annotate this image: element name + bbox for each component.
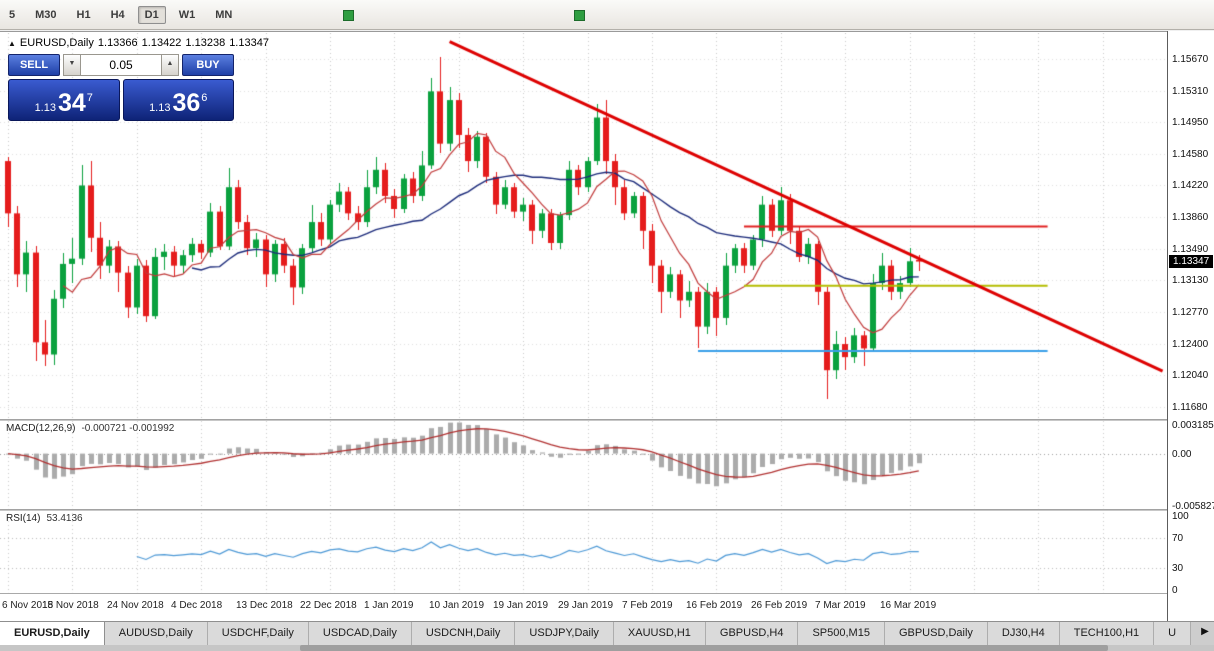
panel-separator [0,593,1214,594]
toolbar-green-icon[interactable] [343,10,354,21]
price-axis-label: 1.15310 [1172,85,1209,97]
sell-button[interactable]: SELL [8,54,60,76]
timeframe-button-W1[interactable]: W1 [178,8,196,21]
volume-increase-button[interactable]: ▲ [161,54,179,76]
buy-button[interactable]: BUY [182,54,234,76]
rsi-indicator-label: RSI(14) 53.4136 [6,513,83,524]
current-price-badge: 1.13347 [1169,254,1214,268]
date-axis-label: 16 Mar 2019 [880,600,937,611]
price-axis-label: 1.13130 [1172,275,1209,287]
tab-xauusd-h1[interactable]: XAUUSD,H1 [613,622,706,645]
rsi-scale-label: 70 [1172,533,1184,545]
buy-price-base: 1.13 [149,102,171,114]
tab-usdchf-daily[interactable]: USDCHF,Daily [207,622,309,645]
panel-separator[interactable] [0,419,1214,421]
timeframe-button-M30[interactable]: M30 [35,8,57,21]
rsi-scale-label: 100 [1172,511,1189,522]
price-axis-label: 1.13490 [1172,244,1209,256]
collapse-icon[interactable]: ▲ [8,39,16,48]
chart-symbol-label: EURUSD,Daily [19,37,94,49]
price-axis-label: 1.12040 [1172,370,1209,382]
price-axis-label: 1.14950 [1172,116,1209,128]
date-axis-label: 10 Jan 2019 [429,600,485,611]
timeframe-button-H4[interactable]: H4 [110,8,125,21]
tab-tech100-h1[interactable]: TECH100,H1 [1059,622,1155,645]
price-axis-label: 1.13860 [1172,211,1209,223]
volume-control: ▼ ▲ [63,54,179,76]
date-axis-label: 1 Jan 2019 [364,600,414,611]
price-axis-label: 1.12770 [1172,306,1209,318]
volume-input[interactable] [81,54,161,76]
macd-scale-label: -0.005827 [1172,501,1214,512]
macd-values: -0.000721 -0.001992 [81,423,175,434]
date-axis-label: 7 Mar 2019 [815,600,866,611]
tab-dj30-h4[interactable]: DJ30,H4 [987,622,1060,645]
tab-audusd-daily[interactable]: AUDUSD,Daily [104,622,208,645]
ohlc-close: 1.13347 [229,37,269,49]
panel-separator[interactable] [0,509,1214,511]
buy-price-button[interactable]: 1.13 36 6 [122,79,234,121]
date-axis-label: 4 Dec 2018 [171,600,223,611]
macd-title: MACD(12,26,9) [6,423,76,434]
date-axis-label: 13 Dec 2018 [236,600,293,611]
horizontal-scrollbar[interactable] [0,645,1214,651]
date-axis-label: 26 Feb 2019 [751,600,808,611]
date-axis-label: 24 Nov 2018 [107,600,164,611]
rsi-value: 53.4136 [46,513,83,524]
volume-decrease-button[interactable]: ▼ [63,54,81,76]
toolbar-green-icon[interactable] [574,10,585,21]
date-axis-label: 19 Jan 2019 [493,600,549,611]
date-axis-label: 16 Feb 2019 [686,600,743,611]
date-axis-label: 29 Jan 2019 [558,600,614,611]
sell-price-base: 1.13 [34,102,56,114]
price-axis-label: 1.11680 [1172,401,1208,413]
timeframe-button-5[interactable]: 5 [9,8,16,21]
sell-price-sup: 7 [86,92,93,104]
tab-sp500-m15[interactable]: SP500,M15 [798,622,885,645]
rsi-scale-label: 30 [1172,562,1184,574]
scrollbar-thumb[interactable] [300,645,1108,651]
ohlc-low: 1.13238 [185,37,226,49]
date-axis-label: 6 Nov 2018 [2,600,54,611]
tab-scroll-right-icon[interactable]: ▶ [1201,626,1209,637]
ohlc-open: 1.13366 [97,37,138,49]
rsi-title: RSI(14) [6,513,41,524]
price-axis-label: 1.12400 [1172,339,1209,351]
timeframe-toolbar: 5 M30 H1 H4 D1 W1 MN [0,0,1214,30]
tab-usdcad-daily[interactable]: USDCAD,Daily [308,622,412,645]
timeframe-button-MN[interactable]: MN [215,8,233,21]
tab-gbpusd-h4[interactable]: GBPUSD,H4 [705,622,799,645]
tab-usdcnh-daily[interactable]: USDCNH,Daily [411,622,516,645]
tab-eurusd-daily[interactable]: EURUSD,Daily [0,622,105,645]
macd-scale-label: 0.003185 [1172,420,1214,431]
sell-price-big: 34 [57,89,86,117]
buy-price-sup: 6 [201,92,208,104]
date-axis-label: 15 Nov 2018 [42,600,99,611]
macd-scale-label: 0.00 [1172,448,1192,460]
price-chart-canvas[interactable] [0,33,1167,594]
chart-header: ▲ EURUSD,Daily 1.13366 1.13422 1.13238 1.1334… [8,37,273,49]
ohlc-high: 1.13422 [141,37,182,49]
sell-price-button[interactable]: 1.13 34 7 [8,79,120,121]
chart-tab-bar: EURUSD,Daily AUDUSD,Daily USDCHF,Daily USDC… [0,621,1214,645]
timeframe-button-H1[interactable]: H1 [76,8,91,21]
macd-indicator-label: MACD(12,26,9) -0.000721 -0.001992 [6,423,174,434]
price-axis-label: 1.14580 [1172,149,1209,161]
rsi-scale-label: 0 [1172,585,1178,596]
tab-u[interactable]: U [1154,622,1192,645]
buy-price-big: 36 [172,89,201,117]
one-click-trading-panel: SELL ▼ ▲ BUY 1.13 34 7 1.13 36 6 [8,54,234,121]
tab-gbpusd-daily[interactable]: GBPUSD,Daily [884,622,988,645]
price-axis-label: 1.15670 [1172,54,1209,66]
price-axis[interactable]: 1.15670 1.15310 1.14950 1.14580 1.14220 1.138… [1167,31,1214,621]
price-axis-label: 1.14220 [1172,180,1209,192]
tab-usdjpy-daily[interactable]: USDJPY,Daily [515,622,614,645]
date-axis-label: 22 Dec 2018 [300,600,357,611]
date-axis[interactable]: 6 Nov 2018 15 Nov 2018 24 Nov 2018 4 Dec 20… [0,594,1167,620]
date-axis-label: 7 Feb 2019 [622,600,673,611]
timeframe-button-D1[interactable]: D1 [137,5,166,24]
